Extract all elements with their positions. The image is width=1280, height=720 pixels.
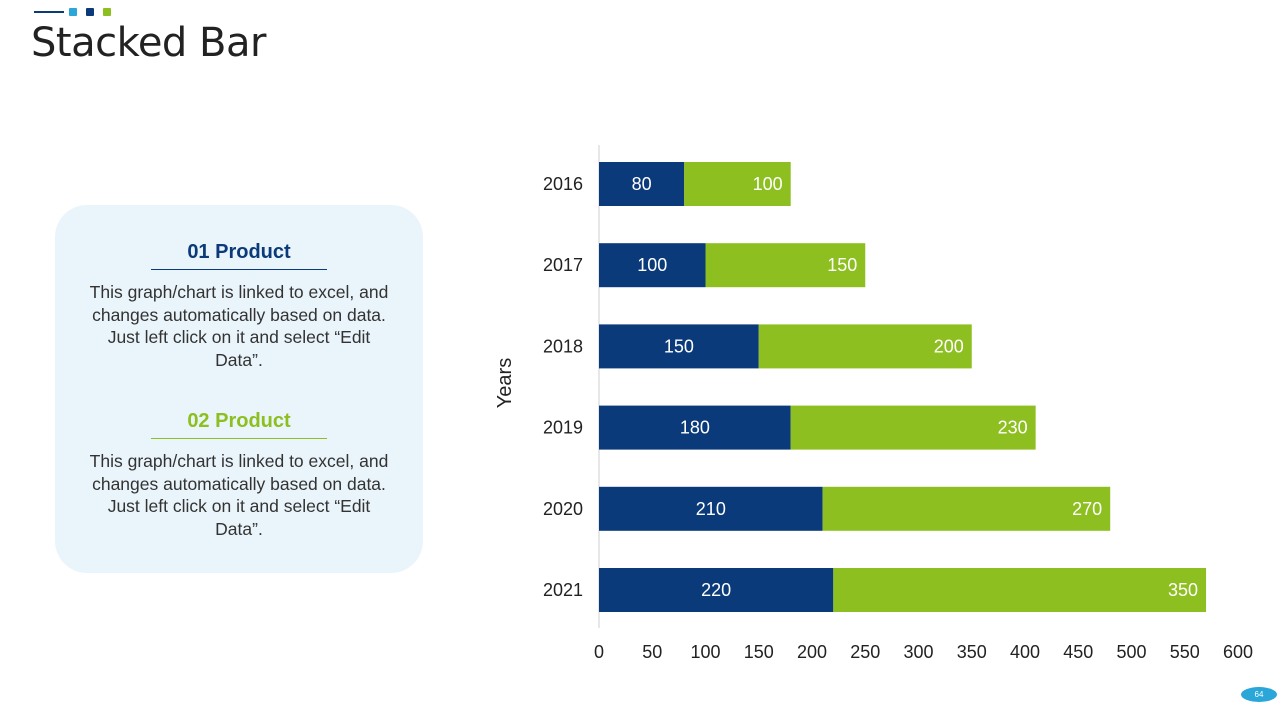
y-tick-label-2018: 2018: [543, 336, 583, 356]
x-tick-label-100: 100: [690, 642, 720, 662]
x-tick-label-50: 50: [642, 642, 662, 662]
data-label-2019-series2: 230: [998, 418, 1028, 438]
x-tick-label-250: 250: [850, 642, 880, 662]
bar-segment-2016-series1: [599, 162, 685, 206]
bar-segment-2021-series2: [833, 568, 1207, 612]
product-01-block: 01 Product This graph/chart is linked to…: [55, 241, 423, 371]
data-label-2018-series1: 150: [664, 336, 694, 356]
data-label-2017-series1: 100: [637, 255, 667, 275]
product-01-description: This graph/chart is linked to excel, and…: [89, 282, 389, 370]
data-label-2020-series2: 270: [1072, 499, 1102, 519]
x-tick-label-550: 550: [1170, 642, 1200, 662]
data-label-2020-series1: 210: [696, 499, 726, 519]
data-label-2019-series1: 180: [680, 418, 710, 438]
accent-square-navy: [86, 8, 94, 16]
product-01-divider: [151, 269, 327, 270]
bar-segment-2021-series1: [599, 568, 834, 612]
product-02-heading: 02 Product: [187, 410, 291, 432]
title-accent-line: [34, 11, 64, 13]
product-01-heading: 01 Product: [187, 241, 291, 263]
data-label-2018-series2: 200: [934, 336, 964, 356]
x-tick-label-450: 450: [1063, 642, 1093, 662]
data-label-2016-series1: 80: [632, 174, 652, 194]
bar-segment-2016-series2: [684, 162, 791, 206]
product-02-divider: [151, 438, 327, 439]
accent-square-blue: [69, 8, 77, 16]
page-number-badge: 64: [1241, 687, 1277, 702]
y-axis-title: Years: [494, 358, 516, 408]
bar-segment-2020-series2: [822, 486, 1111, 531]
product-02-block: 02 Product This graph/chart is linked to…: [55, 410, 423, 540]
bar-segment-2018-series1: [599, 324, 759, 369]
x-tick-label-600: 600: [1223, 642, 1253, 662]
accent-square-green: [103, 8, 111, 16]
y-tick-label-2021: 2021: [543, 580, 583, 600]
x-tick-label-300: 300: [903, 642, 933, 662]
bar-segment-2020-series1: [599, 486, 823, 531]
x-tick-label-150: 150: [744, 642, 774, 662]
x-tick-label-200: 200: [797, 642, 827, 662]
bar-segment-2017-series2: [705, 243, 866, 288]
x-tick-label-350: 350: [957, 642, 987, 662]
bar-segment-2019-series1: [599, 405, 791, 450]
x-tick-label-0: 0: [594, 642, 604, 662]
data-label-2017-series2: 150: [827, 255, 857, 275]
bar-segment-2019-series2: [790, 405, 1036, 450]
y-tick-label-2020: 2020: [543, 499, 583, 519]
x-tick-label-400: 400: [1010, 642, 1040, 662]
product-info-panel: 01 Product This graph/chart is linked to…: [55, 205, 423, 573]
bar-segment-2018-series2: [758, 324, 972, 369]
data-label-2021-series1: 220: [701, 580, 731, 600]
x-tick-label-500: 500: [1116, 642, 1146, 662]
data-label-2016-series2: 100: [753, 174, 783, 194]
y-tick-label-2019: 2019: [543, 418, 583, 438]
y-tick-label-2016: 2016: [543, 174, 583, 194]
page-title: Stacked Bar: [31, 20, 266, 66]
bar-segment-2017-series1: [599, 243, 706, 288]
y-tick-label-2017: 2017: [543, 255, 583, 275]
data-label-2021-series2: 350: [1168, 580, 1198, 600]
product-02-description: This graph/chart is linked to excel, and…: [89, 451, 389, 539]
